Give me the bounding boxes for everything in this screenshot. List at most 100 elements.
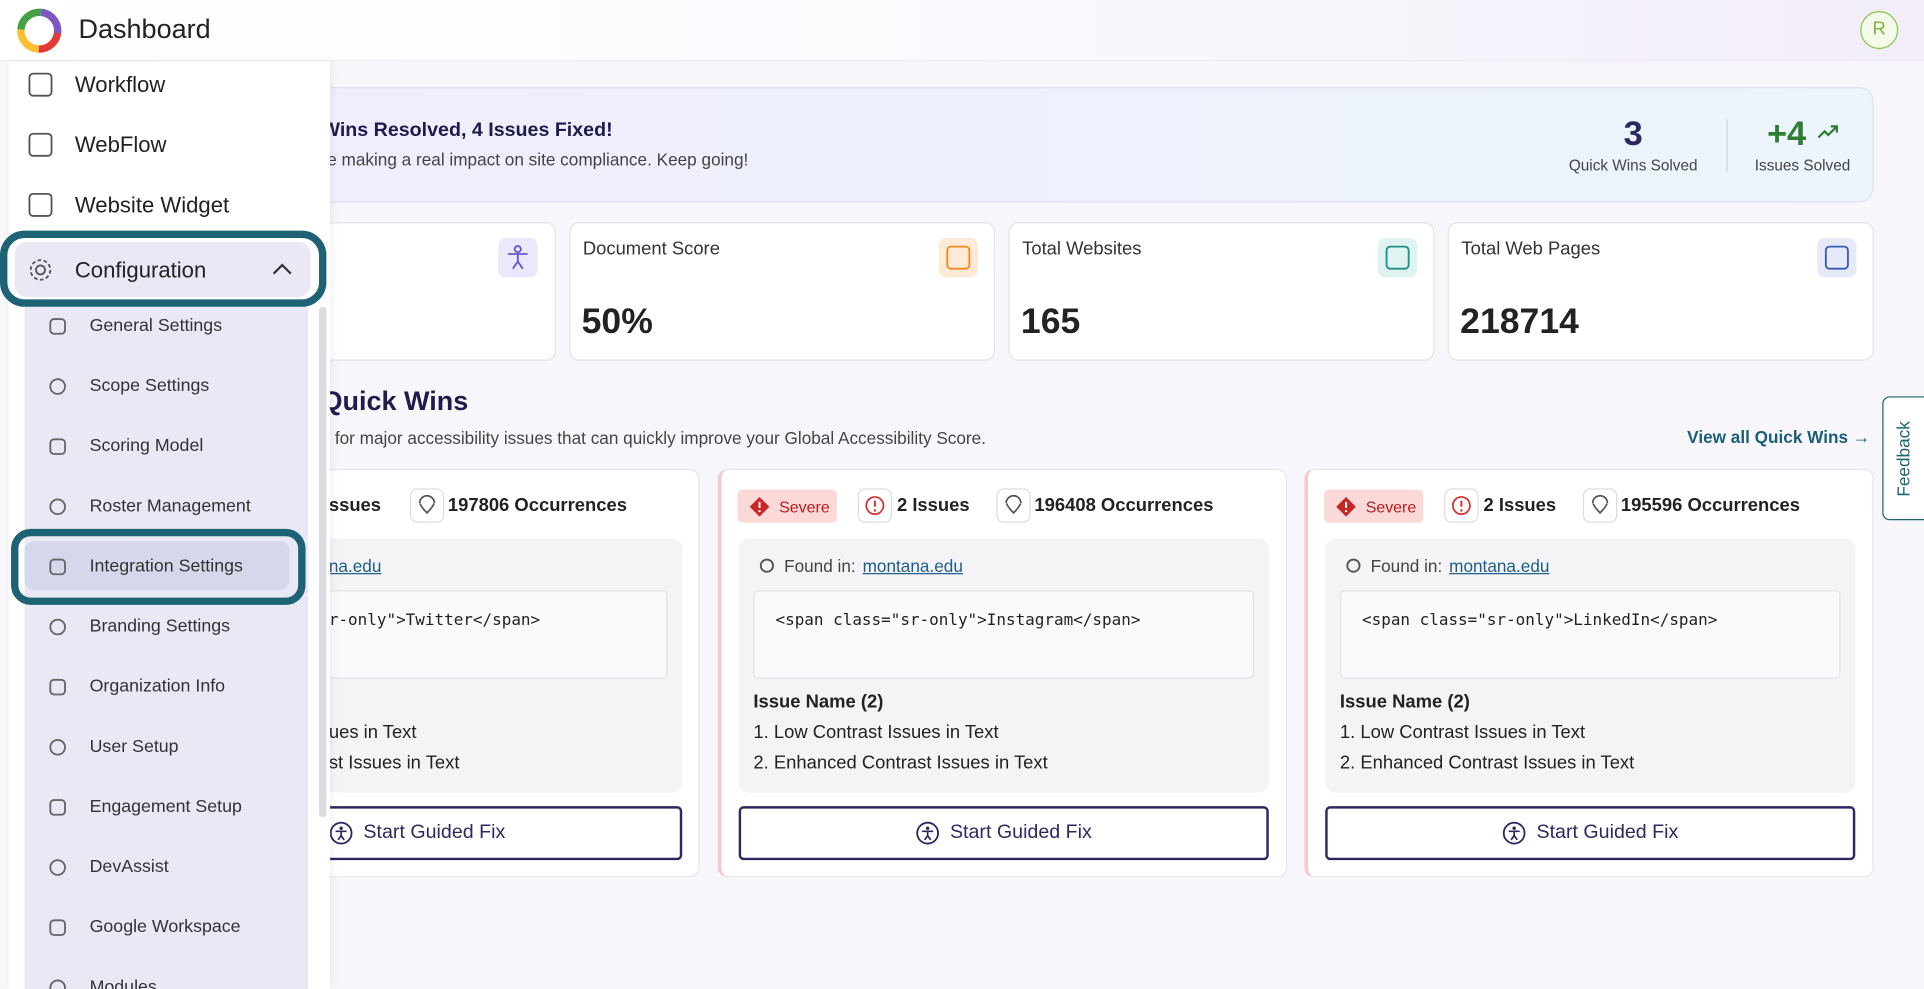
header (0, 0, 1924, 62)
logo (17, 8, 62, 53)
quick-win-card: ssues 197806 Occurrences na.edu r-only">Twi… (300, 468, 700, 878)
issue-item: 2. Enhanced Contrast Issues in Text (1339, 752, 1635, 774)
nav-item[interactable]: Workflow (74, 72, 166, 97)
stat-card-value: 218714 (1460, 302, 1579, 342)
sub-nav-item[interactable]: User Setup (89, 737, 179, 757)
stat-card (1447, 222, 1874, 361)
stat-card (1008, 222, 1435, 361)
avatar[interactable]: R (1860, 11, 1899, 50)
icon (27, 256, 54, 283)
icon (1345, 557, 1362, 574)
stat-icon (1377, 238, 1418, 278)
sub-nav-item[interactable]: Roster Management (89, 496, 251, 517)
stat-icon (498, 238, 538, 278)
stat-card-label: Total Websites (1022, 238, 1142, 260)
nav-item[interactable]: WebFlow (74, 132, 167, 158)
button-text: Start Guided Fix (363, 822, 506, 843)
subitem-active (24, 541, 290, 591)
icon (48, 677, 68, 697)
severity-text: Severe (779, 497, 830, 516)
section-subtitle: s for major accessibility issues that ca… (321, 428, 986, 448)
guided-fix-button[interactable]: Start Guided Fix (1325, 806, 1856, 861)
submenu-panel (24, 306, 308, 989)
occurrences: 195596 Occurrences (1620, 495, 1801, 516)
code-snippet: <span class="sr-only">LinkedIn</span> (1362, 611, 1718, 631)
icon (48, 737, 68, 757)
app-title: Dashboard (78, 13, 211, 45)
feedback-tab[interactable]: Feedback (1882, 396, 1924, 521)
guided-fix-button[interactable]: Start Guided Fix (304, 806, 683, 861)
sub-nav-item[interactable]: Branding Settings (89, 616, 231, 637)
site-link[interactable]: montana.edu (862, 555, 963, 576)
site-link[interactable]: na.edu (328, 555, 382, 576)
scrollbar (319, 306, 327, 818)
severity-text: Severe (1365, 497, 1417, 516)
icon (864, 494, 886, 516)
occurrences: 196408 Occurrences (1034, 495, 1214, 516)
icon (48, 557, 68, 577)
stat-label: Issues Solved (1754, 156, 1851, 174)
sub-nav-item[interactable]: Scoring Model (89, 436, 204, 457)
code-snippet: r-only">Twitter</span> (328, 611, 541, 631)
chevron (271, 260, 293, 275)
sub-nav-item[interactable]: General Settings (89, 316, 223, 336)
icon (416, 494, 438, 516)
issue-item: st Issues in Text (328, 752, 460, 774)
nav-item[interactable]: Website Widget (74, 192, 230, 218)
occurrences: 197806 Occurrences (447, 495, 627, 516)
issue-item: ues in Text (328, 722, 417, 743)
sub-nav-item[interactable]: Engagement Setup (89, 797, 242, 817)
link-text: View all Quick Wins (1687, 427, 1849, 447)
site-link[interactable]: montana.edu (1449, 555, 1550, 576)
icon (48, 497, 68, 517)
occurrence-icon-box (1582, 488, 1618, 523)
code-snippet: <span class="sr-only">Instagram</span> (775, 611, 1141, 631)
sub-nav-item[interactable]: DevAssist (89, 857, 169, 878)
nav-section[interactable]: Configuration (74, 257, 207, 283)
issue-item: 2. Enhanced Contrast Issues in Text (753, 752, 1048, 774)
feedback-text: Feedback (1893, 421, 1913, 497)
stat-card-label: Total Web Pages (1461, 238, 1601, 260)
stat-label: Quick Wins Solved (1568, 156, 1698, 174)
alert-icon (1335, 496, 1357, 518)
banner (300, 87, 1874, 203)
sub-nav-item[interactable]: Modules (89, 977, 157, 989)
issues-icon-box (1444, 488, 1479, 523)
icon (758, 557, 775, 574)
nav-section-active (14, 241, 311, 297)
stat-value: +4 (1766, 114, 1807, 153)
guided-fix-button[interactable]: Start Guided Fix (738, 806, 1269, 861)
icon (27, 191, 54, 218)
issues-count: ssues (328, 495, 382, 516)
stat-icon (1817, 238, 1857, 278)
severity-badge: Severe (1323, 489, 1424, 523)
banner-title: Wins Resolved, 4 Issues Fixed! (321, 120, 613, 142)
alert-icon (748, 496, 770, 518)
sub-nav-item[interactable]: Integration Settings (89, 556, 243, 577)
icon (1450, 494, 1472, 516)
sub-nav-item[interactable]: Scope Settings (89, 376, 210, 397)
icon (48, 918, 68, 938)
banner-subtitle: re making a real impact on site complian… (321, 149, 749, 170)
code-box (1339, 590, 1841, 679)
view-all-link[interactable]: View all Quick Wins → (1687, 427, 1871, 447)
issues-count: 2 Issues (896, 495, 970, 516)
occurrence-icon-box (409, 488, 445, 523)
icon (48, 978, 68, 989)
stat-card-value: 165 (1020, 302, 1081, 342)
icon (48, 437, 68, 457)
sub-nav-item[interactable]: Google Workspace (89, 917, 241, 938)
icon (48, 858, 68, 878)
trend-icon (1817, 125, 1838, 139)
sub-nav-item[interactable]: Organization Info (89, 677, 226, 697)
button-text: Start Guided Fix (1536, 822, 1679, 843)
issue-heading: Issue Name (2) (753, 691, 884, 713)
icon (1002, 494, 1024, 516)
icon (945, 244, 972, 271)
issues-count: 2 Issues (1483, 495, 1557, 516)
icon (1589, 494, 1611, 516)
section-title: Quick Wins (321, 385, 469, 416)
issue-item: 1. Low Contrast Issues in Text (1339, 722, 1586, 743)
severity-badge: Severe (737, 489, 837, 523)
